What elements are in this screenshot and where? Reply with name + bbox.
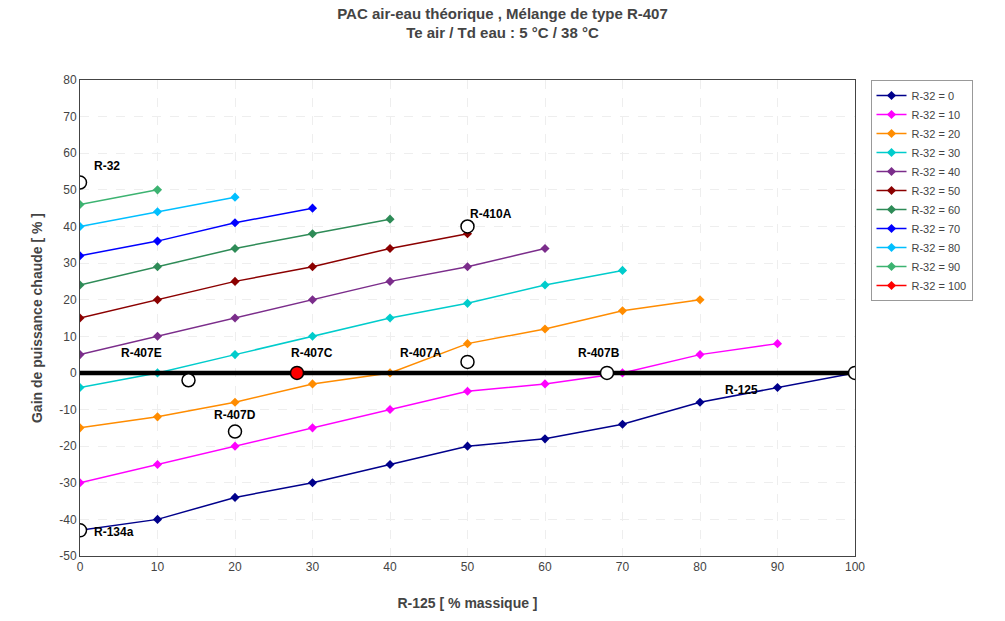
svg-text:R-32 = 70: R-32 = 70 [912,223,961,235]
svg-text:R-410A: R-410A [470,207,512,221]
svg-text:70: 70 [63,110,77,124]
svg-text:PAC air-eau théorique , Mélang: PAC air-eau théorique , Mélange de type … [337,5,668,42]
svg-text:30: 30 [306,560,320,574]
svg-text:-40: -40 [59,513,77,527]
svg-text:20: 20 [228,560,242,574]
svg-text:R-407D: R-407D [214,408,256,422]
svg-text:50: 50 [63,183,77,197]
svg-text:0: 0 [70,366,77,380]
svg-text:-10: -10 [59,403,77,417]
svg-text:R-32: R-32 [94,159,120,173]
svg-text:R-32 = 30: R-32 = 30 [912,147,961,159]
svg-text:Gain de puissance chaude [ % ]: Gain de puissance chaude [ % ] [29,213,45,423]
svg-text:40: 40 [63,220,77,234]
svg-text:40: 40 [383,560,397,574]
svg-text:90: 90 [771,560,785,574]
svg-text:-20: -20 [59,439,77,453]
svg-text:-50: -50 [59,549,77,563]
svg-text:R-32 = 100: R-32 = 100 [912,280,967,292]
svg-text:100: 100 [845,560,865,574]
svg-text:R-125 [ % massique ]: R-125 [ % massique ] [397,595,537,611]
svg-text:R-407C: R-407C [291,346,333,360]
svg-text:R-32 = 50: R-32 = 50 [912,185,961,197]
svg-text:60: 60 [63,146,77,160]
svg-text:80: 80 [63,73,77,87]
svg-text:R-32 = 0: R-32 = 0 [912,90,955,102]
svg-text:R-125: R-125 [725,383,758,397]
svg-text:R-407E: R-407E [121,346,162,360]
svg-text:R-32 = 40: R-32 = 40 [912,166,961,178]
svg-text:R-32 = 90: R-32 = 90 [912,261,961,273]
svg-text:R-32 = 60: R-32 = 60 [912,204,961,216]
svg-text:10: 10 [151,560,165,574]
svg-text:30: 30 [63,256,77,270]
svg-text:20: 20 [63,293,77,307]
svg-text:50: 50 [461,560,475,574]
svg-text:R-407B: R-407B [578,346,620,360]
svg-text:-30: -30 [59,476,77,490]
svg-text:0: 0 [77,560,84,574]
svg-text:60: 60 [538,560,552,574]
svg-text:80: 80 [693,560,707,574]
svg-text:R-134a: R-134a [94,525,134,539]
svg-text:70: 70 [616,560,630,574]
svg-text:R-32 = 10: R-32 = 10 [912,109,961,121]
svg-text:R-32 = 80: R-32 = 80 [912,242,961,254]
svg-text:10: 10 [63,330,77,344]
svg-text:R-407A: R-407A [400,346,442,360]
svg-text:R-32 = 20: R-32 = 20 [912,128,961,140]
